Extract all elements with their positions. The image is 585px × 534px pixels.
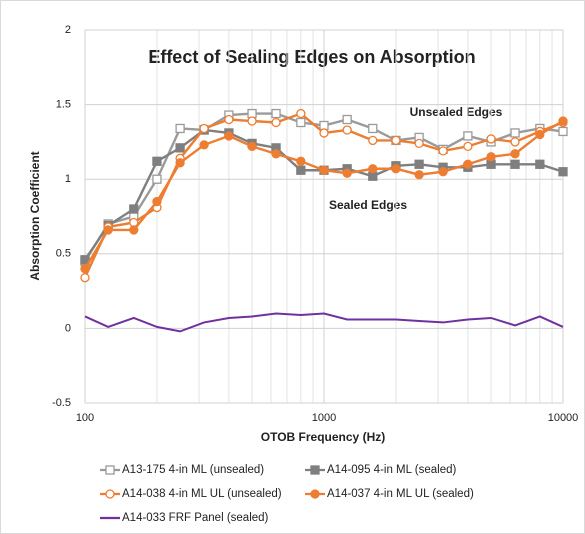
marker xyxy=(296,117,306,128)
marker xyxy=(535,159,545,169)
marker xyxy=(486,152,496,162)
marker xyxy=(80,264,90,274)
marker xyxy=(296,165,306,175)
legend-marker xyxy=(310,465,320,475)
legend-label: A14-037 4-in ML UL (sealed) xyxy=(327,488,474,500)
marker xyxy=(486,134,496,144)
legend-marker xyxy=(105,465,115,475)
y-tick-label: 1 xyxy=(65,173,71,185)
y-tick-label: 0 xyxy=(65,322,71,334)
marker xyxy=(129,225,139,235)
marker xyxy=(463,159,473,169)
marker xyxy=(368,123,378,134)
marker xyxy=(152,196,162,207)
marker xyxy=(271,149,281,159)
marker xyxy=(247,141,257,152)
marker xyxy=(414,170,424,180)
x-tick-label: 10000 xyxy=(548,412,579,424)
marker xyxy=(271,117,281,128)
legend-label: A14-033 FRF Panel (sealed) xyxy=(122,512,269,524)
x-axis-label: OTOB Frequency (Hz) xyxy=(261,430,385,444)
marker xyxy=(199,123,209,134)
marker xyxy=(103,225,113,235)
marker xyxy=(175,158,185,168)
legend-label: A14-095 4-in ML (sealed) xyxy=(327,464,457,476)
marker xyxy=(368,164,378,174)
marker xyxy=(152,156,162,166)
marker xyxy=(558,167,568,177)
marker xyxy=(510,149,520,159)
marker xyxy=(368,135,378,146)
marker xyxy=(271,108,281,119)
marker xyxy=(296,108,306,119)
marker xyxy=(175,143,185,153)
marker xyxy=(510,137,520,147)
marker xyxy=(342,125,352,135)
annotation: Sealed Edges xyxy=(329,198,407,212)
marker xyxy=(247,116,257,126)
y-tick-label: 2 xyxy=(65,24,71,36)
marker xyxy=(199,140,209,150)
marker xyxy=(463,131,473,141)
series-line xyxy=(84,312,564,333)
annotation: Unsealed Edges xyxy=(410,105,503,119)
y-tick-label: 0.5 xyxy=(56,248,71,260)
marker xyxy=(152,174,162,184)
legend-label: A14-038 4-in ML UL (unsealed) xyxy=(122,488,282,500)
legend-marker xyxy=(310,489,320,499)
marker xyxy=(535,129,545,140)
y-axis-label: Absorption Coefficient xyxy=(28,151,42,280)
marker xyxy=(319,128,329,138)
y-tick-label: -0.5 xyxy=(52,397,71,409)
marker xyxy=(342,168,352,178)
marker xyxy=(80,273,90,283)
x-tick-label: 1000 xyxy=(312,412,336,424)
chart-title: Effect of Sealing Edges on Absorption xyxy=(148,47,475,67)
marker xyxy=(391,135,401,146)
marker xyxy=(510,128,520,138)
marker xyxy=(414,138,424,149)
marker xyxy=(510,159,520,169)
marker xyxy=(224,114,234,125)
y-tick-label: 1.5 xyxy=(56,99,71,111)
marker xyxy=(558,116,568,126)
marker xyxy=(463,141,473,152)
marker xyxy=(438,167,448,177)
marker xyxy=(438,146,448,156)
marker xyxy=(224,131,234,141)
marker xyxy=(175,123,185,134)
legend-marker xyxy=(105,489,115,499)
marker xyxy=(558,126,568,137)
marker xyxy=(414,159,424,169)
x-tick-label: 100 xyxy=(76,412,94,424)
marker xyxy=(486,159,496,169)
marker xyxy=(391,164,401,174)
marker xyxy=(342,114,352,125)
marker xyxy=(319,165,329,175)
marker xyxy=(129,204,139,214)
marker xyxy=(368,171,378,181)
marker xyxy=(247,108,257,119)
marker xyxy=(319,120,329,131)
marker xyxy=(296,156,306,166)
legend-label: A13-175 4-in ML (unsealed) xyxy=(122,464,264,476)
